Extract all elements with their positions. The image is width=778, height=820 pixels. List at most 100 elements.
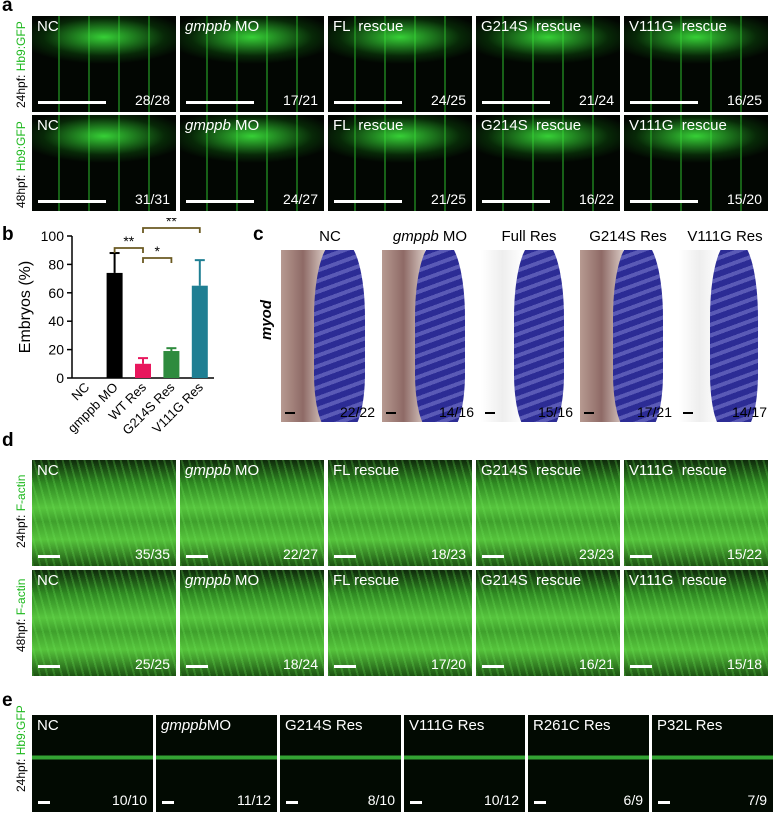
- panel-title-text: MO: [230, 572, 260, 589]
- micrograph-panel: V111G rescue 16/25: [624, 16, 768, 112]
- panel-title: NC: [37, 18, 59, 35]
- panel-title: V111G Res: [409, 717, 484, 734]
- panel-title: gmppb MO: [185, 117, 259, 134]
- panel-title: V111G rescue: [629, 462, 727, 479]
- panel-title-text: NC: [319, 228, 341, 245]
- panel-title-text: FL rescue: [333, 572, 400, 589]
- row-marker-label: F-actin: [14, 474, 28, 512]
- significance-bracket: [142, 257, 173, 263]
- micrograph-panel: gmppb MO 18/24: [180, 570, 324, 676]
- panel-d-row1-label: 24hpf: F-actin: [14, 475, 28, 548]
- embryo-count: 7/9: [747, 792, 767, 808]
- bar: [135, 363, 151, 378]
- micrograph-panel: R261C Res 6/9: [528, 715, 649, 812]
- panel-title-text: MO: [438, 228, 468, 245]
- panel-title-text: MO: [230, 462, 260, 479]
- embryo-count: 11/12: [237, 792, 271, 808]
- embryo-count: 22/22: [339, 404, 375, 420]
- panel-e-letter: e: [2, 690, 13, 711]
- bar: [191, 285, 208, 378]
- row-time-label: 24hpf:: [14, 511, 28, 548]
- embryo-count: 28/28: [134, 92, 170, 108]
- embryo-count: 22/27: [282, 546, 318, 562]
- panel-title-text: G214S rescue: [481, 18, 582, 35]
- row-marker-label: Hb9:GFP: [14, 121, 28, 172]
- embryo-count: 15/20: [726, 191, 762, 207]
- panel-e-row-label: 24hpf: Hb9:GFP: [14, 705, 28, 792]
- embryo-count: 6/9: [623, 792, 643, 808]
- panel-c-side-label: myod: [258, 299, 275, 340]
- scale-bar: [186, 101, 254, 104]
- embryo-count: 21/24: [578, 92, 614, 108]
- panel-title: G214S rescue: [481, 18, 581, 35]
- panel-title-text: MO: [230, 18, 260, 35]
- significance-bracket: [113, 247, 144, 253]
- panel-title: G214S rescue: [481, 462, 581, 479]
- embryo-count: 14/16: [438, 404, 474, 420]
- panel-title: gmppbMO: [161, 717, 231, 734]
- scale-bar: [186, 555, 208, 558]
- scale-bar: [410, 801, 422, 804]
- micrograph-panel: G214S rescue 21/24: [476, 16, 620, 112]
- scale-bar: [630, 665, 652, 668]
- panel-title-gene: gmppb: [185, 572, 231, 589]
- micrograph-panel: NC 25/25: [32, 570, 176, 676]
- scale-bar: [186, 200, 254, 203]
- scale-bar: [334, 200, 402, 203]
- panel-title: G214S Res: [580, 228, 676, 245]
- bar: [163, 351, 180, 378]
- embryo-count: 23/23: [578, 546, 614, 562]
- panel-d-row2-label: 48hpf: F-actin: [14, 579, 28, 652]
- panel-title-text: MO: [230, 117, 260, 134]
- scale-bar: [38, 665, 60, 668]
- panel-c-letter: c: [253, 224, 264, 245]
- scale-bar: [186, 665, 208, 668]
- panel-title-text: NC: [37, 717, 59, 734]
- panel-title-text: FL rescue: [333, 462, 400, 479]
- embryo-count: 21/25: [430, 191, 466, 207]
- panel-a-row2-label: 48hpf: Hb9:GFP: [14, 121, 28, 208]
- panel-title: gmppb MO: [382, 228, 478, 245]
- embryo-count: 18/23: [430, 546, 466, 562]
- panel-a-letter: a: [2, 0, 13, 16]
- panel-title-text: G214S Res: [285, 717, 363, 734]
- scale-bar: [584, 412, 594, 414]
- embryo-count: 18/24: [282, 656, 318, 672]
- in-situ-panel: NC 22/22: [281, 228, 379, 422]
- embryo-count: 15/18: [726, 656, 762, 672]
- scale-bar: [334, 101, 402, 104]
- panel-title-text: FL rescue: [333, 18, 404, 35]
- micrograph-panel: gmppb MO 24/27: [180, 115, 324, 211]
- panel-title: G214S rescue: [481, 117, 581, 134]
- panel-title: P32L Res: [657, 717, 722, 734]
- scale-bar: [534, 801, 546, 804]
- embryo-image: [580, 250, 676, 422]
- scale-bar: [485, 412, 495, 414]
- embryo-count: 16/22: [578, 191, 614, 207]
- panel-title: NC: [37, 117, 59, 134]
- panel-b-letter: b: [2, 224, 14, 245]
- panel-title-gene: gmppb: [185, 462, 231, 479]
- panel-title-text: V111G rescue: [629, 18, 727, 35]
- micrograph-panel: V111G Res 10/12: [404, 715, 525, 812]
- micrograph-panel: V111G rescue 15/22: [624, 460, 768, 566]
- panel-title: FL rescue: [333, 18, 403, 35]
- scale-bar: [482, 555, 504, 558]
- y-tick-label: 100: [41, 228, 65, 244]
- embryo-count: 17/21: [636, 404, 672, 420]
- embryo-count: 16/21: [578, 656, 614, 672]
- row-marker-label: Hb9:GFP: [14, 705, 28, 756]
- row-time-label: 48hpf:: [14, 171, 28, 208]
- row-time-label: 24hpf:: [14, 755, 28, 792]
- scale-bar: [630, 200, 698, 203]
- embryo-count: 10/10: [111, 792, 147, 808]
- panel-title-text: NC: [37, 572, 59, 589]
- panel-title-text: NC: [37, 117, 59, 134]
- in-situ-panel: V111G Res 14/17: [679, 228, 771, 422]
- scale-bar: [162, 801, 174, 804]
- embryo-count: 35/35: [134, 546, 170, 562]
- panel-title: G214S rescue: [481, 572, 581, 589]
- panel-title-text: NC: [37, 18, 59, 35]
- panel-title: R261C Res: [533, 717, 611, 734]
- panel-title-gene: gmppb: [392, 228, 439, 245]
